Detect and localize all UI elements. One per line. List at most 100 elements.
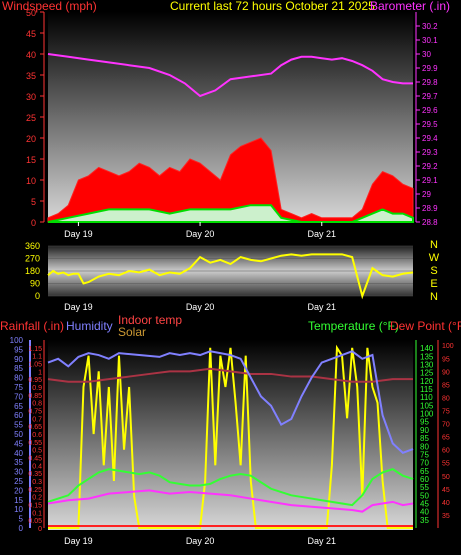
direction-tick-label: 90 (30, 279, 40, 289)
wind-avg-area (47, 204, 414, 223)
dew-tick-label: 55 (442, 461, 450, 468)
humidity-tick-label: 20 (14, 486, 23, 495)
legend-solar: Solar (118, 325, 146, 339)
direction-compass-label: E (430, 278, 437, 290)
direction-compass-label: S (430, 265, 437, 277)
wind-gust-area (47, 137, 414, 223)
legend-indoor: Indoor temp (118, 313, 182, 327)
humidity-tick-label: 0 (19, 524, 24, 533)
temp-tick-label: 40 (420, 508, 429, 517)
humidity-tick-label: 85 (14, 364, 23, 373)
baro-tick-label: 29.9 (422, 64, 438, 73)
temp-tick-label: 90 (420, 426, 429, 435)
humidity-tick-label: 100 (10, 336, 24, 345)
legend-rainfall: Rainfall (.in) (0, 319, 64, 333)
wind-tick-label: 20 (26, 134, 36, 144)
dew-tick-label: 35 (442, 513, 450, 520)
temp-x-tick-label: Day 19 (64, 536, 93, 546)
baro-tick-label: 29.3 (422, 148, 438, 157)
temp-tick-label: 120 (420, 377, 434, 386)
rain-tick-label: 0.9 (32, 385, 42, 392)
humidity-tick-label: 70 (14, 392, 23, 401)
baro-tick-label: 29.4 (422, 134, 438, 143)
direction-tick-label: 270 (25, 254, 40, 264)
direction-tick-label: 360 (25, 241, 40, 251)
rain-tick-label: 1.1 (32, 354, 42, 361)
humidity-tick-label: 80 (14, 374, 23, 383)
baro-tick-label: 29.6 (422, 106, 438, 115)
rain-tick-label: 0.85 (28, 393, 42, 400)
temp-tick-label: 55 (420, 483, 429, 492)
direction-tick-label: 180 (25, 266, 40, 276)
direction-x-tick-label: Day 20 (186, 302, 215, 312)
direction-compass-label: W (429, 252, 440, 264)
rain-tick-label: 0.1 (32, 510, 42, 517)
rain-tick-label: 0.95 (28, 377, 42, 384)
rain-tick-label: 0.65 (28, 424, 42, 431)
temp-x-tick-label: Day 21 (307, 536, 336, 546)
temp-tick-label: 70 (420, 459, 429, 468)
rain-tick-label: 0.6 (32, 432, 42, 439)
temp-tick-label: 80 (420, 442, 429, 451)
rain-tick-label: 0.45 (28, 456, 42, 463)
humidity-tick-label: 40 (14, 449, 23, 458)
wind-tick-label: 0 (31, 218, 36, 228)
baro-tick-label: 28.9 (422, 204, 438, 213)
temp-tick-label: 130 (420, 361, 434, 370)
wind-x-tick-label: Day 21 (307, 229, 336, 239)
direction-line (47, 253, 414, 300)
wind-ylabel: Windspeed (mph) (2, 0, 97, 13)
dew-tick-label: 80 (442, 395, 450, 402)
humidity-tick-label: 65 (14, 402, 23, 411)
dew-tick-label: 60 (442, 448, 450, 455)
wind-tick-label: 50 (26, 8, 36, 18)
humidity-tick-label: 30 (14, 468, 23, 477)
barometer-line (47, 53, 413, 98)
rain-tick-label: 1.05 (28, 362, 42, 369)
humidity-line (47, 350, 414, 454)
rain-tick-label: 0.5 (32, 448, 42, 455)
temp-tick-label: 105 (420, 401, 434, 410)
baro-tick-label: 29.5 (422, 120, 438, 129)
wind-tick-label: 30 (26, 92, 36, 102)
direction-x-tick-label: Day 19 (64, 302, 93, 312)
legend-temperature: Temperature (°F) (308, 319, 399, 333)
wind-tick-label: 25 (26, 113, 36, 123)
humidity-tick-label: 25 (14, 477, 23, 486)
rain-tick-label: 0.3 (32, 479, 42, 486)
humidity-tick-label: 50 (14, 430, 23, 439)
humidity-tick-label: 60 (14, 411, 23, 420)
temp-tick-label: 75 (420, 450, 429, 459)
rain-tick-label: 1 (38, 369, 42, 376)
humidity-tick-label: 15 (14, 496, 23, 505)
baro-tick-label: 30 (422, 50, 431, 59)
dew-tick-label: 65 (442, 435, 450, 442)
baro-tick-label: 29.2 (422, 162, 438, 171)
humidity-tick-label: 95 (14, 345, 23, 354)
humidity-tick-label: 10 (14, 505, 23, 514)
dew-tick-label: 100 (442, 343, 454, 350)
dew-tick-label: 40 (442, 500, 450, 507)
temp-tick-label: 50 (420, 491, 429, 500)
rain-tick-label: 0.25 (28, 487, 42, 494)
temp-tick-label: 100 (420, 410, 434, 419)
temp-tick-label: 140 (420, 344, 434, 353)
temp-tick-label: 35 (420, 516, 429, 525)
temp-tick-label: 135 (420, 352, 434, 361)
temperature-line (47, 468, 414, 507)
rain-tick-label: 0.55 (28, 440, 42, 447)
temp-tick-label: 110 (420, 393, 433, 402)
baro-tick-label: 29.8 (422, 78, 438, 87)
rain-tick-label: 0.75 (28, 409, 42, 416)
humidity-tick-label: 5 (19, 515, 24, 524)
chart-title: Current last 72 hours October 21 2025 (170, 0, 375, 13)
rain-tick-label: 0.35 (28, 471, 42, 478)
rain-tick-label: 1.15 (28, 346, 42, 353)
dew-tick-label: 45 (442, 487, 450, 494)
rain-tick-label: 0.8 (32, 401, 42, 408)
dew-tick-label: 70 (442, 422, 450, 429)
direction-tick-label: 0 (35, 291, 40, 301)
temp-tick-label: 65 (420, 467, 429, 476)
direction-compass-label: N (430, 239, 438, 251)
